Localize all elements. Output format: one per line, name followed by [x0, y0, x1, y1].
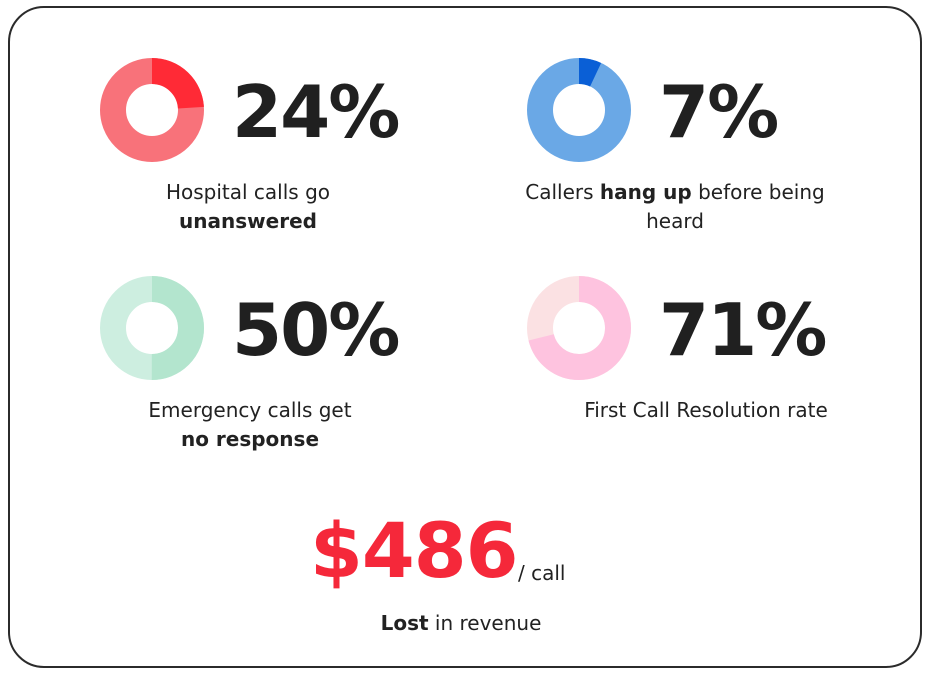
revenue-amount: $486 — [310, 506, 519, 595]
desc-text: Callers — [525, 180, 594, 204]
desc-text: Emergency calls get — [148, 398, 352, 422]
stat-value-unanswered: 24% — [232, 70, 400, 154]
donut-base-ring — [527, 58, 631, 162]
revenue-loss: $486 / call Lost in revenue — [10, 503, 932, 643]
stat-description-resolution: First Call Resolution rate — [541, 396, 871, 425]
stat-description-emergency: Emergency calls get no response — [60, 396, 440, 454]
stats-card: 24% Hospital calls go unanswered 7% Call… — [8, 6, 922, 668]
desc-text: First Call Resolution rate — [584, 398, 828, 422]
stat-first-call-resolution: 71% First Call Resolution rate — [437, 226, 857, 426]
donut-chart-resolution — [527, 276, 631, 380]
desc-bold: unanswered — [179, 209, 317, 233]
donut-chart-emergency — [100, 276, 204, 380]
donut-value-segment — [527, 58, 631, 162]
stat-unanswered-calls: 24% Hospital calls go unanswered — [10, 8, 430, 233]
stat-value-resolution: 71% — [659, 288, 827, 372]
donut-value-segment — [100, 58, 204, 162]
donut-value-segment — [527, 276, 631, 380]
revenue-unit: / call — [518, 561, 566, 585]
stat-hang-up: 7% Callers hang up before being heard — [437, 8, 857, 233]
stat-description-hang-up: Callers hang up before being heard — [495, 178, 855, 236]
revenue-note-text: in revenue — [434, 611, 542, 635]
donut-chart-hang-up — [527, 58, 631, 162]
desc-text: Hospital calls go — [165, 180, 331, 204]
desc-bold: no response — [180, 427, 320, 451]
desc-text-rest: before being heard — [646, 180, 825, 233]
donut-chart-unanswered — [100, 58, 204, 162]
donut-value-segment — [100, 276, 204, 380]
revenue-note-bold: Lost — [380, 611, 429, 635]
stat-value-hang-up: 7% — [659, 70, 779, 154]
stat-value-emergency: 50% — [232, 288, 400, 372]
desc-bold: hang up — [599, 180, 692, 204]
revenue-note: Lost in revenue — [310, 609, 612, 637]
stat-description-unanswered: Hospital calls go unanswered — [100, 178, 396, 236]
stat-emergency-no-response: 50% Emergency calls get no response — [10, 226, 430, 451]
